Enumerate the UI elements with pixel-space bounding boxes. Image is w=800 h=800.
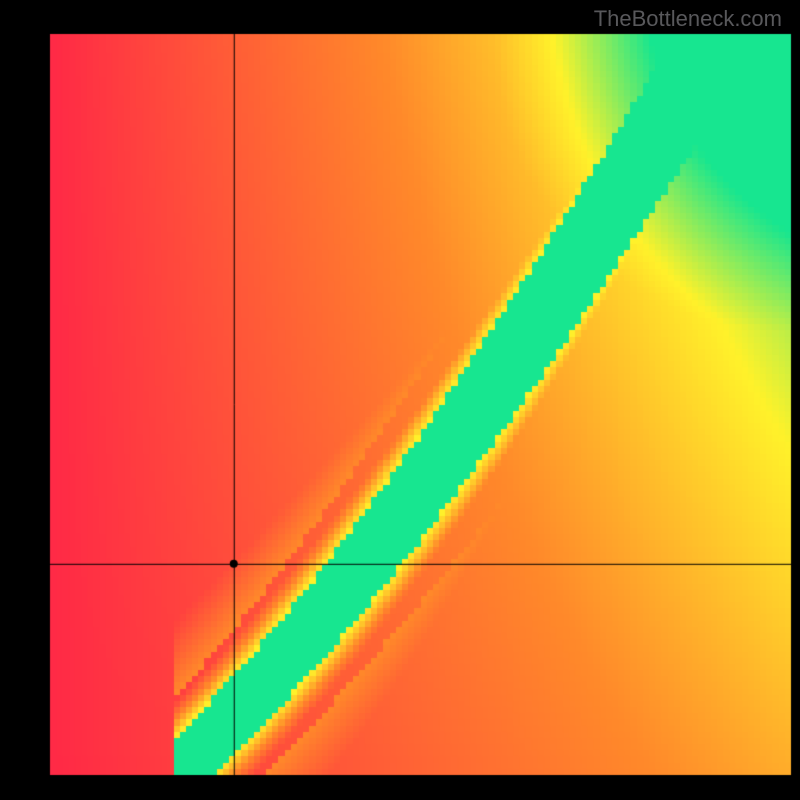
chart-container: TheBottleneck.com xyxy=(0,0,800,800)
watermark-text: TheBottleneck.com xyxy=(594,6,782,32)
heatmap-canvas xyxy=(0,0,800,800)
